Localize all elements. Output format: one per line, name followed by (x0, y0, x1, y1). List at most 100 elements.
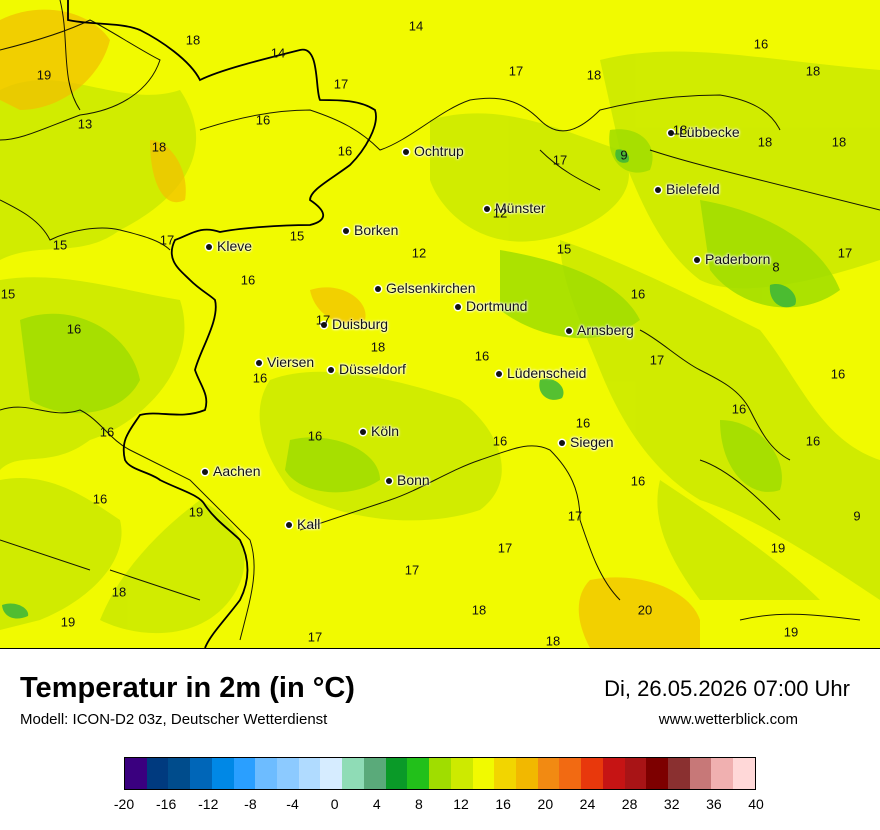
legend-swatch (190, 758, 212, 789)
temperature-value: 16 (93, 492, 107, 507)
temperature-value: 19 (61, 615, 75, 630)
legend-swatch (168, 758, 190, 789)
legend-swatch (147, 758, 169, 789)
city-dot-icon (496, 371, 502, 377)
city-marker: Köln (360, 423, 399, 439)
legend-tick-label: -20 (114, 796, 134, 812)
legend-swatch (125, 758, 147, 789)
city-dot-icon (343, 228, 349, 234)
city-name: Lübbecke (679, 124, 740, 140)
temperature-value: 18 (546, 634, 560, 649)
city-name: Arnsberg (577, 322, 634, 338)
temperature-value: 19 (189, 505, 203, 520)
legend-ticks: -20 -16 -12 -8 -4 0 4 8 12 16 20 24 28 32 36 40 (124, 796, 756, 812)
city-marker: Viersen (256, 354, 314, 370)
city-marker: Arnsberg (566, 322, 634, 338)
temperature-value: 17 (334, 77, 348, 92)
legend-swatch (516, 758, 538, 789)
legend-swatch (407, 758, 429, 789)
legend-tick-label: 0 (331, 796, 339, 812)
legend-swatch (212, 758, 234, 789)
legend-tick-label: 24 (580, 796, 596, 812)
legend-swatch (538, 758, 560, 789)
temperature-value: 16 (256, 113, 270, 128)
temperature-value: 16 (732, 402, 746, 417)
city-name: Kall (297, 516, 320, 532)
color-scale-legend (124, 757, 756, 790)
legend-swatch (690, 758, 712, 789)
temperature-value: 18 (472, 603, 486, 618)
city-name: Aachen (213, 463, 260, 479)
temperature-value: 18 (758, 135, 772, 150)
city-marker: Kleve (206, 238, 252, 254)
city-marker: Bielefeld (655, 181, 720, 197)
legend-swatch (234, 758, 256, 789)
city-name: Gelsenkirchen (386, 280, 476, 296)
legend-swatch (320, 758, 342, 789)
temperature-value: 15 (53, 238, 67, 253)
legend-tick-label: 4 (373, 796, 381, 812)
temperature-value: 16 (253, 371, 267, 386)
legend-tick-label: -8 (244, 796, 256, 812)
temperature-value: 15 (557, 242, 571, 257)
legend-swatch (668, 758, 690, 789)
city-name: Ochtrup (414, 143, 464, 159)
temperature-value: 19 (784, 625, 798, 640)
city-marker: Lüdenscheid (496, 365, 586, 381)
city-name: Köln (371, 423, 399, 439)
city-dot-icon (386, 478, 392, 484)
temperature-value: 16 (475, 349, 489, 364)
temperature-value: 18 (112, 585, 126, 600)
city-dot-icon (559, 440, 565, 446)
city-dot-icon (328, 367, 334, 373)
city-dot-icon (202, 469, 208, 475)
temperature-value: 14 (271, 46, 285, 61)
city-marker: Ochtrup (403, 143, 464, 159)
temperature-value: 17 (405, 563, 419, 578)
legend-swatch (733, 758, 755, 789)
legend-tick-label: 16 (495, 796, 511, 812)
city-name: Paderborn (705, 251, 770, 267)
website-link[interactable]: www.wetterblick.com (659, 711, 798, 728)
city-dot-icon (360, 429, 366, 435)
city-marker: Kall (286, 516, 320, 532)
legend-tick-label: 32 (664, 796, 680, 812)
legend-tick-label: 20 (538, 796, 554, 812)
legend-swatch (451, 758, 473, 789)
legend-swatch (581, 758, 603, 789)
city-name: Dortmund (466, 298, 527, 314)
temperature-value: 16 (631, 287, 645, 302)
temperature-value: 19 (37, 68, 51, 83)
legend-tick-label: 28 (622, 796, 638, 812)
temperature-value: 17 (568, 509, 582, 524)
temperature-value: 17 (838, 246, 852, 261)
temperature-value: 17 (509, 64, 523, 79)
city-dot-icon (403, 149, 409, 155)
temperature-value: 18 (152, 140, 166, 155)
legend-swatch (429, 758, 451, 789)
temperature-value: 12 (412, 246, 426, 261)
city-name: Lüdenscheid (507, 365, 586, 381)
temperature-value: 17 (650, 353, 664, 368)
city-marker: Aachen (202, 463, 260, 479)
legend-tick-label: -4 (286, 796, 298, 812)
legend-swatch (711, 758, 733, 789)
temperature-value: 18 (832, 135, 846, 150)
temperature-value: 16 (754, 37, 768, 52)
legend-swatch (603, 758, 625, 789)
temperature-value: 16 (831, 367, 845, 382)
temperature-value: 19 (771, 541, 785, 556)
city-name: Bonn (397, 472, 430, 488)
city-marker: Düsseldorf (328, 361, 406, 377)
legend-tick-label: -16 (156, 796, 176, 812)
city-dot-icon (484, 206, 490, 212)
temperature-value: 18 (371, 340, 385, 355)
temperature-value: 12 (493, 206, 507, 221)
temperature-value: 8 (772, 260, 779, 275)
temperature-value: 9 (853, 509, 860, 524)
legend-swatch (646, 758, 668, 789)
forecast-datetime: Di, 26.05.2026 07:00 Uhr (604, 676, 850, 702)
legend-tick-label: 40 (748, 796, 764, 812)
city-marker: Siegen (559, 434, 614, 450)
temperature-value: 16 (806, 434, 820, 449)
